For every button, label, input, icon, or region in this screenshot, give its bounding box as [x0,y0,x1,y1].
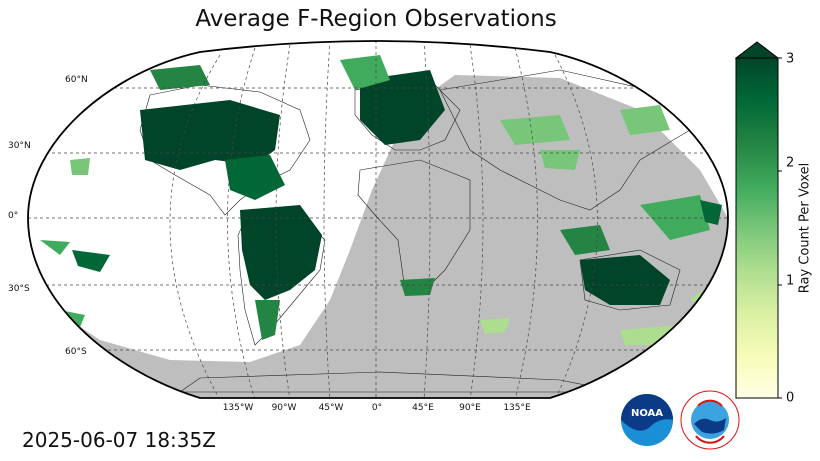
globe-outline [27,40,729,399]
colorbar-label: Ray Count Per Voxel [797,162,813,294]
lat-label-30n: 30°N [8,141,31,151]
noaa-logo-text: NOAA [631,408,663,419]
lon-label-135w: 135°W [222,403,254,413]
lat-label-60n: 60°N [65,75,88,85]
world-map [27,40,729,399]
timestamp: 2025-06-07 18:35Z [22,428,216,452]
colorbar-tick-3: 3 [786,51,795,67]
lat-label-0: 0° [8,211,19,221]
nws-logo [680,390,740,450]
colorbar-gradient [735,57,779,399]
ray-coverage [40,55,722,345]
lon-label-45e: 45°E [412,403,434,413]
colorbar-tick-0: 0 [786,390,795,406]
colorbar-tick-2: 2 [786,155,795,171]
lat-label-30s: 30°S [8,284,30,294]
lon-label-90w: 90°W [271,403,297,413]
lat-label-60s: 60°S [65,347,87,357]
colorbar [735,41,782,399]
map-title: Average F-Region Observations [195,6,557,32]
colorbar-tick-1: 1 [786,273,795,289]
lon-label-135e: 135°E [503,403,531,413]
lon-label-0: 0° [371,403,383,413]
lon-label-90e: 90°E [459,403,481,413]
colorbar-extend-arrow [735,41,780,59]
noaa-logo: NOAA [621,394,673,446]
lon-label-45w: 45°W [318,403,344,413]
graticule [28,41,728,398]
